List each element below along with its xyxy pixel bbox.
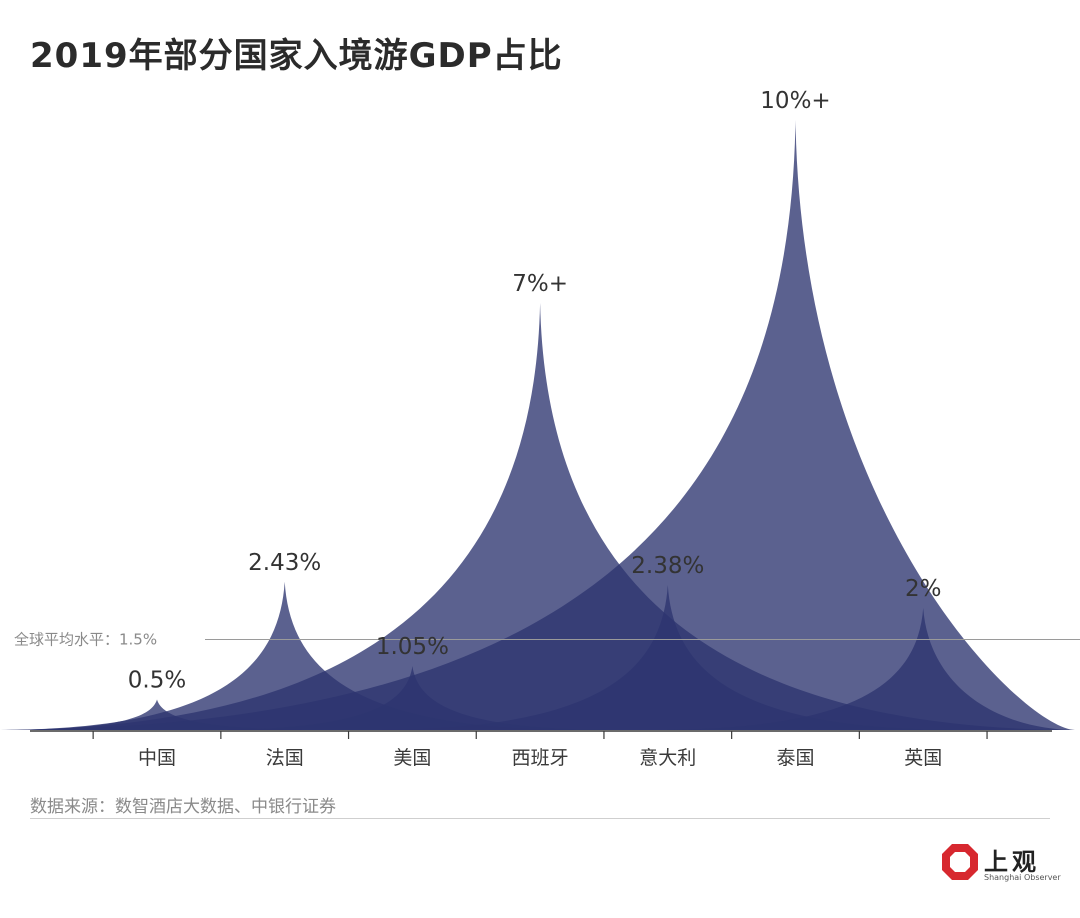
brand-name: 上观 [984, 847, 1040, 876]
x-tick-label: 西班牙 [512, 747, 569, 769]
chart-canvas: 全球平均水平：1.5% 中国 法国 美国 西班牙 意大利 泰国 英国 0.5% 2.43% 1.… [0, 88, 1080, 769]
peak-6 [0, 120, 1075, 730]
x-tick-label: 意大利 [639, 747, 696, 769]
chart-title: 2019年部分国家入境游GDP占比 [30, 36, 563, 76]
reference-line-group: 全球平均水平：1.5% [14, 631, 1080, 649]
data-label: 10%+ [760, 88, 830, 114]
data-label: 2% [905, 576, 942, 602]
data-label: 0.5% [128, 668, 186, 694]
data-label: 1.05% [376, 634, 449, 660]
peak-4 [0, 303, 1075, 730]
peak-2 [0, 581, 579, 730]
x-tick-label: 法国 [266, 747, 304, 769]
source-divider [30, 818, 1050, 819]
data-label: 2.38% [631, 553, 704, 579]
peak-7 [658, 608, 1075, 730]
x-tick-label: 中国 [138, 747, 176, 769]
x-axis: 中国 法国 美国 西班牙 意大利 泰国 英国 [30, 730, 1052, 769]
brand-mark-icon [942, 844, 978, 880]
data-label: 2.43% [248, 550, 321, 576]
x-tick-label: 英国 [904, 747, 942, 769]
value-labels-layer: 0.5% 2.43% 1.05% 7%+ 2.38% 10%+ 2% [128, 88, 942, 694]
peaks-layer [0, 120, 1075, 730]
x-tick-label: 泰国 [776, 747, 814, 769]
brand-subtitle: Shanghai Observer [984, 873, 1061, 882]
data-label: 7%+ [512, 271, 568, 297]
reference-line-label: 全球平均水平：1.5% [14, 631, 157, 649]
brand-logo: 上观 Shanghai Observer [940, 842, 1061, 886]
x-tick-label: 美国 [393, 747, 431, 769]
source-note: 数据来源：数智酒店大数据、中银行证券 [30, 797, 336, 817]
